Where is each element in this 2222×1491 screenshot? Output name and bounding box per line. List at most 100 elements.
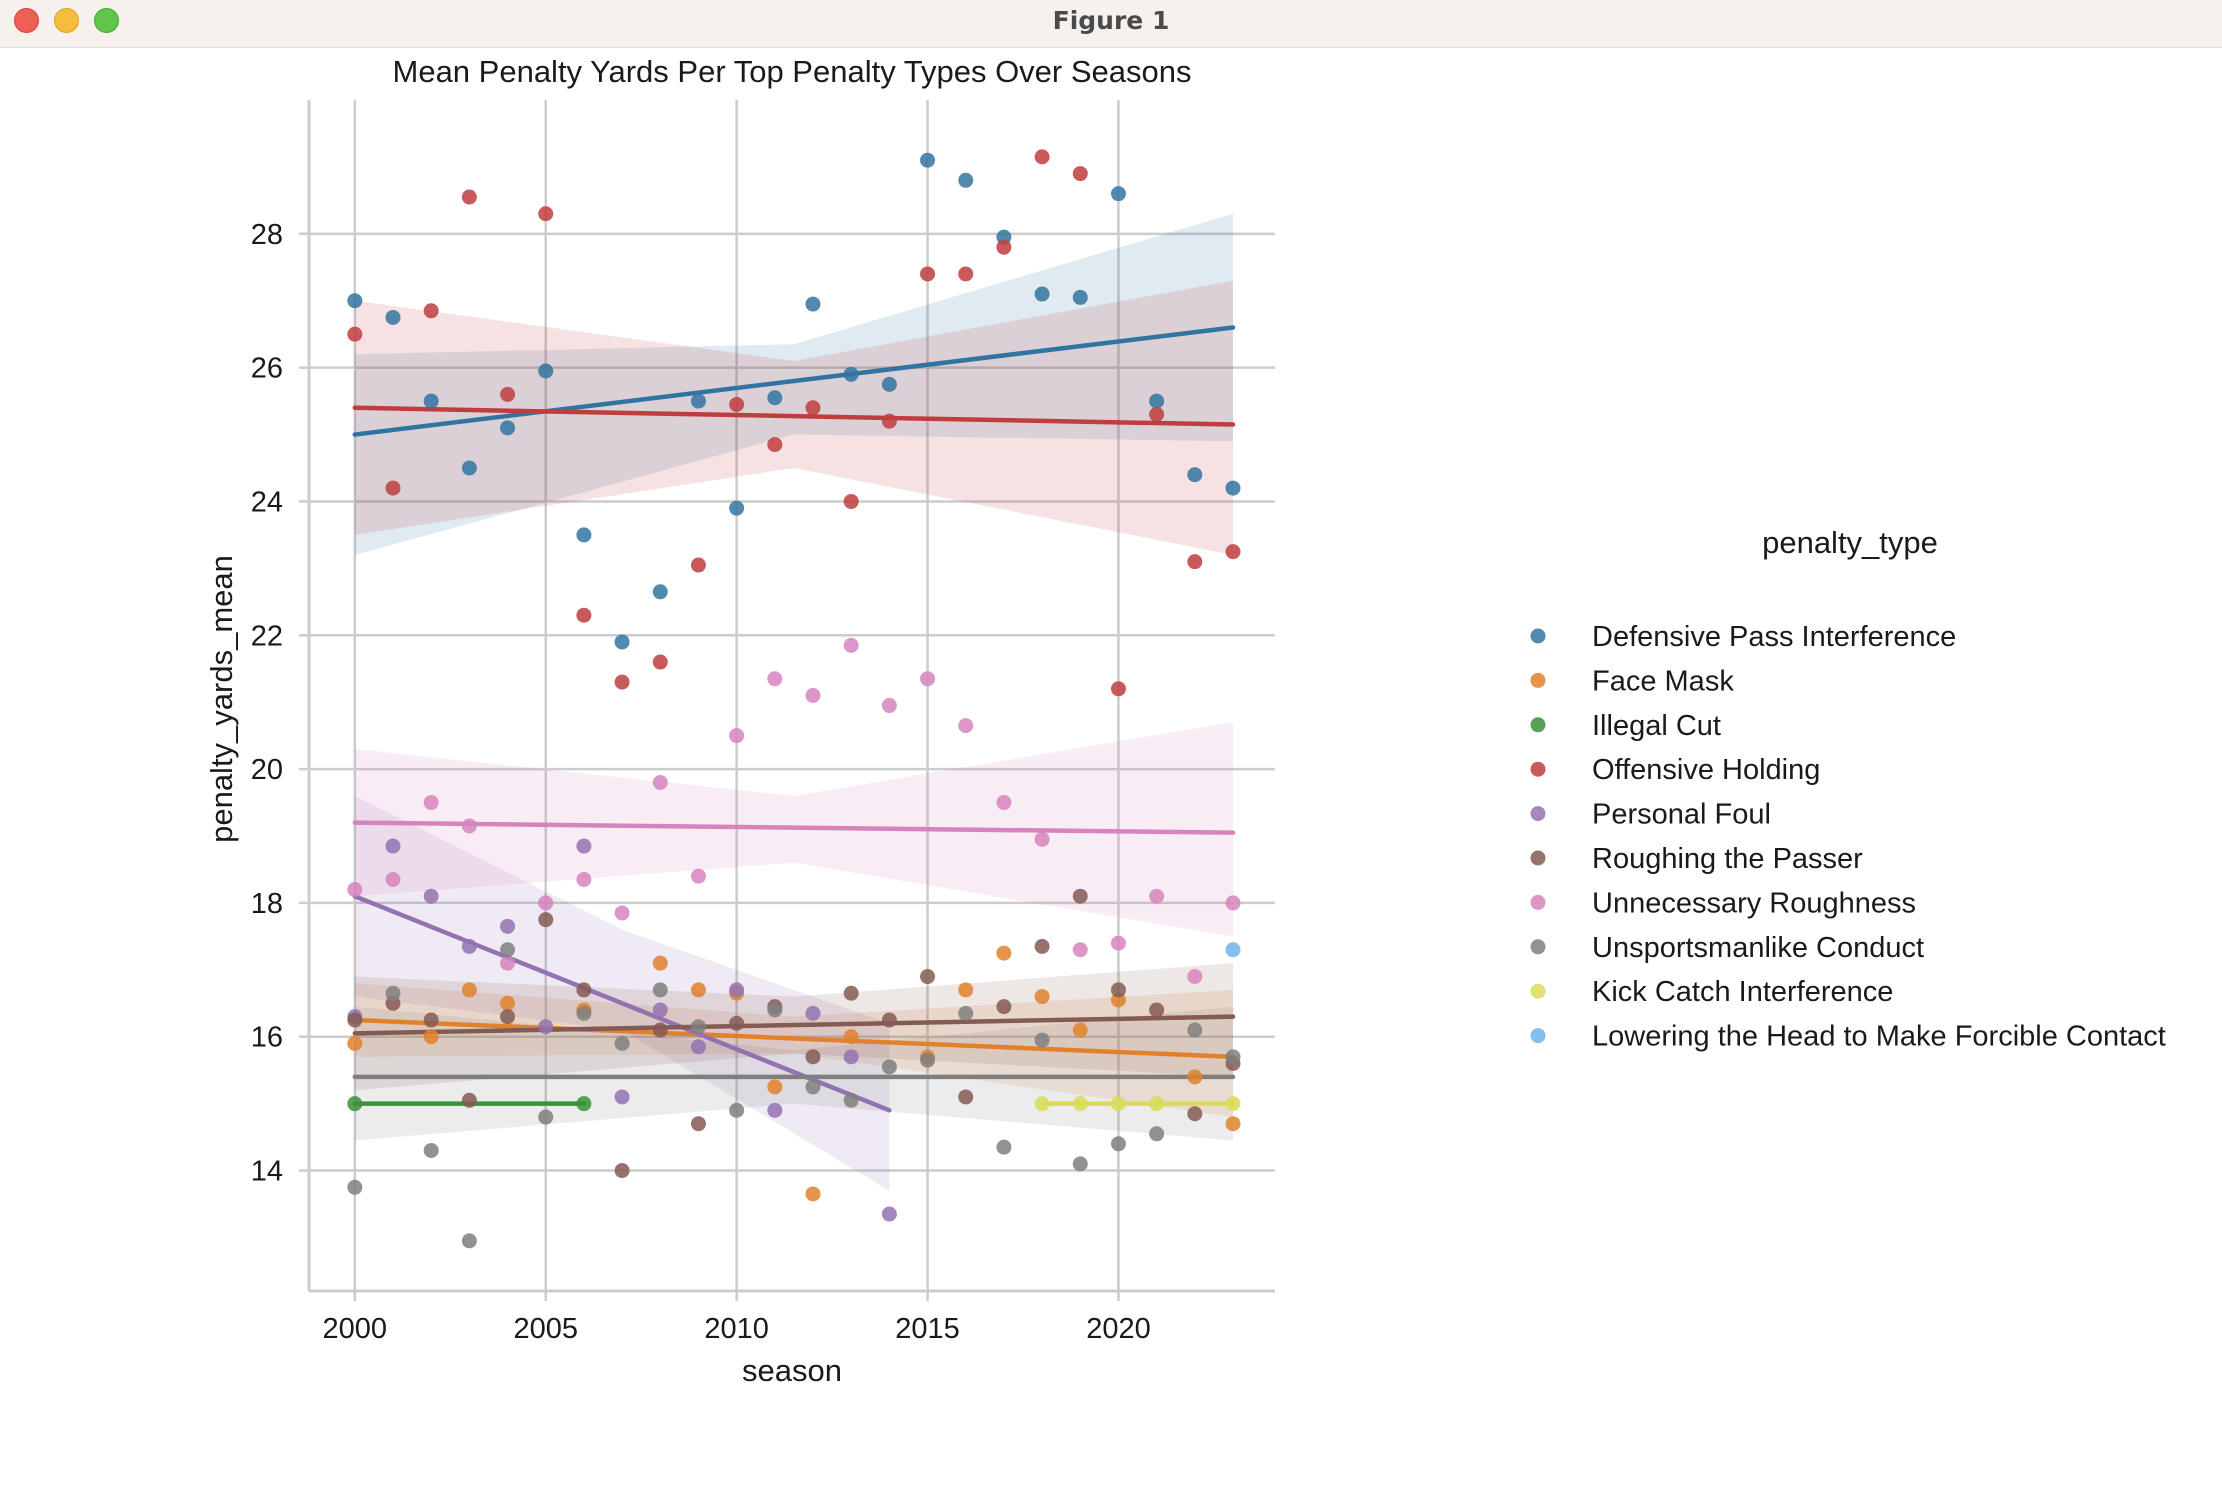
data-point <box>958 172 974 188</box>
data-point <box>1225 544 1241 560</box>
data-point <box>500 942 516 958</box>
chart: 2000 2005 2010 2015 2020 14 16 18 20 22 24 26 28 Mea… <box>204 54 2166 1388</box>
data-point <box>996 945 1012 961</box>
data-point <box>1072 289 1088 305</box>
regression-line <box>352 820 1236 835</box>
data-point <box>461 460 477 476</box>
data-point <box>614 905 630 921</box>
data-point <box>423 1029 439 1045</box>
regression-line <box>352 405 1236 427</box>
legend-marker <box>1530 761 1546 777</box>
data-point <box>500 918 516 934</box>
data-point <box>1225 942 1241 958</box>
data-point <box>347 326 363 342</box>
legend-label: Roughing the Passer <box>1592 843 1863 875</box>
data-point <box>805 1049 821 1065</box>
data-point <box>881 376 897 392</box>
data-point <box>1187 554 1203 570</box>
maximize-window-button[interactable] <box>94 8 119 33</box>
data-point <box>843 1029 859 1045</box>
close-window-button[interactable] <box>14 8 39 33</box>
legend-marker <box>1530 1028 1546 1044</box>
data-point <box>843 366 859 382</box>
regression-lines <box>352 325 1236 1113</box>
data-point <box>614 634 630 650</box>
data-point <box>500 420 516 436</box>
regression-line <box>352 1017 1236 1060</box>
data-point <box>461 1092 477 1108</box>
x-tick-label: 2020 <box>1086 1313 1151 1345</box>
data-point <box>767 437 783 453</box>
legend-label: Offensive Holding <box>1592 754 1820 786</box>
data-point <box>729 396 745 412</box>
data-point <box>500 995 516 1011</box>
legend-label: Illegal Cut <box>1592 710 1721 742</box>
data-point <box>500 955 516 971</box>
legend-label: Unnecessary Roughness <box>1592 887 1916 919</box>
data-point <box>920 671 936 687</box>
data-point <box>576 1096 592 1112</box>
data-point <box>652 982 668 998</box>
data-point <box>996 795 1012 811</box>
data-point <box>614 1163 630 1179</box>
data-point <box>614 1035 630 1051</box>
data-point <box>729 1015 745 1031</box>
data-point <box>1225 480 1241 496</box>
data-point <box>690 393 706 409</box>
data-point <box>538 1019 554 1035</box>
data-point <box>1187 1022 1203 1038</box>
data-point <box>1072 166 1088 182</box>
legend-label: Lowering the Head to Make Forcible Conta… <box>1592 1021 2166 1053</box>
legend-marker <box>1530 850 1546 866</box>
data-point <box>385 872 401 888</box>
chart-title: Mean Penalty Yards Per Top Penalty Types… <box>393 54 1192 89</box>
data-point <box>690 1039 706 1055</box>
data-point <box>729 982 745 998</box>
legend-label: Face Mask <box>1592 665 1734 697</box>
data-point <box>881 698 897 714</box>
data-point <box>652 774 668 790</box>
minimize-window-button[interactable] <box>54 8 79 33</box>
data-point <box>652 1002 668 1018</box>
legend-marker <box>1530 672 1546 688</box>
figure-canvas: 2000 2005 2010 2015 2020 14 16 18 20 22 24 26 28 Mea… <box>0 48 2222 1486</box>
legend-label: Kick Catch Interference <box>1592 976 1893 1008</box>
data-point <box>538 1109 554 1125</box>
window-title: Figure 1 <box>1052 6 1170 35</box>
x-tick-label: 2005 <box>513 1313 578 1345</box>
axis-labels: Mean Penalty Yards Per Top Penalty Types… <box>204 54 1192 1388</box>
y-tick-label: 16 <box>251 1022 283 1054</box>
data-point <box>1072 1096 1088 1112</box>
x-axis-title: season <box>742 1353 842 1388</box>
confidence-band <box>354 795 890 1191</box>
data-point <box>729 728 745 744</box>
data-point <box>881 413 897 429</box>
regression-line <box>352 1014 1236 1036</box>
data-point <box>1187 969 1203 985</box>
data-point <box>538 895 554 911</box>
data-point <box>423 1012 439 1028</box>
legend-marker <box>1530 939 1546 955</box>
data-point <box>423 393 439 409</box>
legend-label: Defensive Pass Interference <box>1592 621 1956 653</box>
data-point <box>805 1186 821 1202</box>
data-point <box>1149 1096 1165 1112</box>
data-point <box>652 955 668 971</box>
data-point <box>423 888 439 904</box>
data-point <box>996 1139 1012 1155</box>
data-point <box>1187 1106 1203 1122</box>
data-point <box>385 309 401 325</box>
regression-line <box>352 325 1236 437</box>
data-point <box>1034 1032 1050 1048</box>
data-point <box>729 500 745 516</box>
data-point <box>805 296 821 312</box>
data-point <box>614 1089 630 1105</box>
data-point <box>1225 1116 1241 1132</box>
data-point <box>881 1206 897 1222</box>
data-point <box>690 557 706 573</box>
data-point <box>920 969 936 985</box>
data-point <box>690 982 706 998</box>
data-point <box>652 654 668 670</box>
legend-label: Personal Foul <box>1592 799 1771 831</box>
data-point <box>881 1059 897 1075</box>
